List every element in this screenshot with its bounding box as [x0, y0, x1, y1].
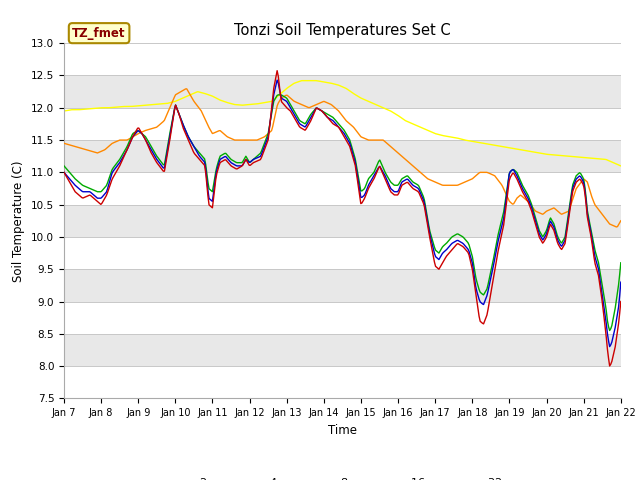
X-axis label: Time: Time — [328, 424, 357, 437]
Bar — [64, 237, 621, 269]
Bar — [64, 43, 621, 75]
Bar — [64, 172, 621, 204]
Legend: -2cm, -4cm, -8cm, -16cm, -32cm: -2cm, -4cm, -8cm, -16cm, -32cm — [161, 473, 524, 480]
Bar — [64, 334, 621, 366]
Y-axis label: Soil Temperature (C): Soil Temperature (C) — [12, 160, 26, 282]
Bar — [64, 140, 621, 172]
Bar — [64, 366, 621, 398]
Title: Tonzi Soil Temperatures Set C: Tonzi Soil Temperatures Set C — [234, 23, 451, 38]
Text: TZ_fmet: TZ_fmet — [72, 27, 126, 40]
Bar — [64, 301, 621, 334]
Bar — [64, 204, 621, 237]
Bar — [64, 269, 621, 301]
Bar — [64, 108, 621, 140]
Bar — [64, 75, 621, 108]
